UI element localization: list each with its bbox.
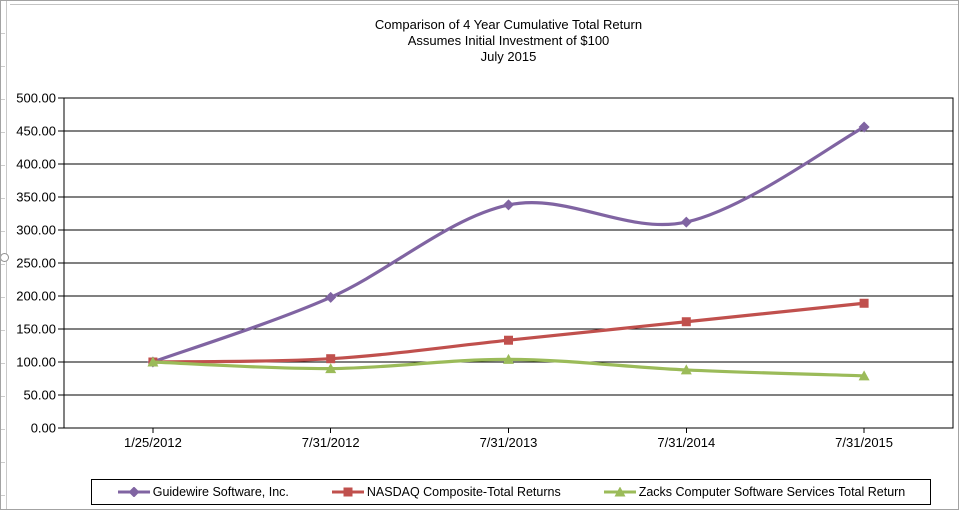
legend-item-zacks: Zacks Computer Software Services Total R… (603, 485, 906, 499)
chart-title-line-1: Comparison of 4 Year Cumulative Total Re… (374, 17, 643, 32)
data-point-diamond (680, 216, 692, 228)
data-point-diamond (325, 291, 337, 303)
y-tick-label: 400.00 (16, 157, 56, 172)
legend-marker-triangle-icon (603, 487, 637, 497)
data-point-triangle (503, 353, 514, 364)
x-tick-label: 7/31/2013 (480, 435, 538, 450)
y-tick-label: 500.00 (16, 91, 56, 106)
x-tick-label: 1/25/2012 (124, 435, 182, 450)
y-tick-label: 0.00 (31, 421, 56, 436)
data-point-square (343, 487, 353, 497)
y-tick-label: 300.00 (16, 223, 56, 238)
legend-label-guidewire: Guidewire Software, Inc. (152, 485, 289, 499)
data-point-square (326, 354, 336, 364)
legend-item-guidewire: Guidewire Software, Inc. (117, 485, 289, 499)
data-point-triangle (680, 364, 692, 375)
x-tick-label: 7/31/2015 (835, 435, 893, 450)
legend[interactable]: Guidewire Software, Inc. NASDAQ Composit… (91, 479, 931, 505)
data-point-square (859, 298, 869, 308)
chart-title: Comparison of 4 Year Cumulative Total Re… (64, 17, 953, 65)
series-line-1 (151, 301, 866, 364)
y-tick-label: 50.00 (23, 388, 56, 403)
data-point-diamond (858, 121, 870, 133)
data-point-square (681, 317, 691, 327)
legend-label-zacks: Zacks Computer Software Services Total R… (638, 485, 906, 499)
data-point-diamond (128, 487, 140, 497)
y-tick-label: 200.00 (16, 289, 56, 304)
data-point-triangle (614, 487, 626, 497)
y-tick-label: 450.00 (16, 124, 56, 139)
y-tick-label: 100.00 (16, 355, 56, 370)
chart-object-border-top (10, 4, 958, 5)
series-line-0 (151, 125, 866, 364)
selection-handle[interactable] (1, 253, 9, 262)
chart-title-line-2: Assumes Initial Investment of $100 (407, 33, 610, 48)
y-tick-label: 150.00 (16, 322, 56, 337)
data-point-triangle (858, 370, 870, 381)
legend-item-nasdaq: NASDAQ Composite-Total Returns (331, 485, 561, 499)
y-tick-label: 250.00 (16, 256, 56, 271)
legend-marker-square-icon (331, 487, 365, 497)
chart-title-line-3: July 2015 (480, 49, 537, 64)
data-point-diamond (503, 199, 514, 211)
data-point-square (504, 335, 513, 345)
legend-marker-diamond-icon (117, 487, 151, 497)
x-tick-label: 7/31/2012 (302, 435, 360, 450)
data-point-triangle (147, 356, 159, 367)
x-tick-label: 7/31/2014 (657, 435, 715, 450)
y-tick-label: 350.00 (16, 190, 56, 205)
legend-label-nasdaq: NASDAQ Composite-Total Returns (366, 485, 561, 499)
data-point-triangle (325, 363, 337, 374)
